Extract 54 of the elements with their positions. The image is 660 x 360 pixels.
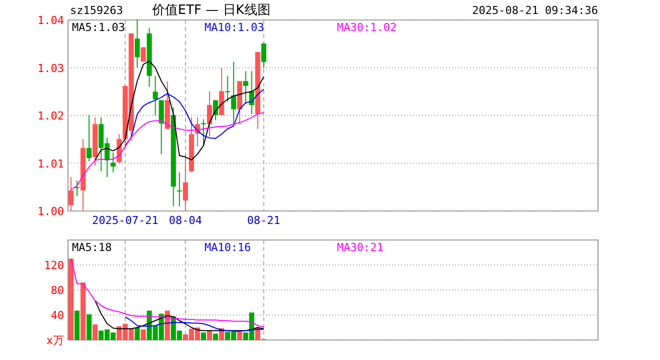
candlestick	[140, 46, 146, 62]
candlestick	[225, 75, 230, 102]
bar	[86, 314, 92, 340]
x-tick-label: 08-04	[168, 214, 202, 227]
y-tick-label: x万	[46, 334, 64, 347]
candlestick	[182, 154, 188, 212]
candlestick	[86, 114, 92, 162]
text: MA5:18	[72, 241, 112, 254]
bar	[68, 258, 74, 340]
candlestick	[219, 67, 224, 116]
y-tick-label: 40	[50, 309, 64, 322]
y-tick-label: 1.01	[38, 157, 64, 170]
candlestick	[243, 70, 248, 105]
line-series	[70, 258, 264, 328]
y-tick-label: 80	[50, 284, 64, 297]
candlestick	[261, 42, 266, 68]
candlestick	[207, 90, 212, 138]
x-tick-label: 2025-07-21	[92, 214, 158, 227]
line-series	[124, 316, 264, 332]
candlestick	[74, 180, 80, 197]
chart-title: 价值ETF — 日K线图	[150, 3, 270, 18]
y-tick-label: 1.04	[38, 14, 64, 27]
text: MA30:21	[337, 241, 384, 254]
candlestick	[158, 100, 164, 155]
candlestick	[176, 172, 182, 207]
bar	[134, 328, 140, 340]
bar	[140, 329, 146, 340]
candlestick	[110, 152, 116, 173]
y-tick-label: 1.03	[38, 62, 64, 75]
bar	[200, 332, 206, 340]
text: 2025-08-21 09:34:36	[472, 4, 598, 17]
y-tick-label: 120	[44, 259, 64, 272]
candlestick	[200, 118, 206, 148]
text: MA5:1.03	[72, 21, 125, 34]
bar	[237, 332, 242, 340]
text: MA10:16	[204, 241, 251, 254]
y-tick-label: 1.00	[38, 205, 64, 218]
bar	[207, 330, 212, 340]
text: sz159263	[70, 4, 123, 17]
candlestick	[68, 176, 74, 212]
text: MA30:1.02	[337, 21, 397, 34]
candlestick	[152, 75, 158, 116]
line-series	[94, 60, 264, 161]
bar	[74, 310, 80, 340]
x-tick-label: 08-21	[247, 214, 280, 227]
line-series	[94, 300, 264, 332]
bar	[213, 334, 218, 340]
bar	[80, 282, 86, 340]
candlestick	[134, 19, 140, 68]
line-series	[124, 88, 264, 146]
bar	[92, 324, 98, 340]
y-tick-label: 1.02	[38, 110, 64, 122]
text: MA10:1.03	[204, 21, 264, 34]
candlestick	[231, 62, 236, 125]
